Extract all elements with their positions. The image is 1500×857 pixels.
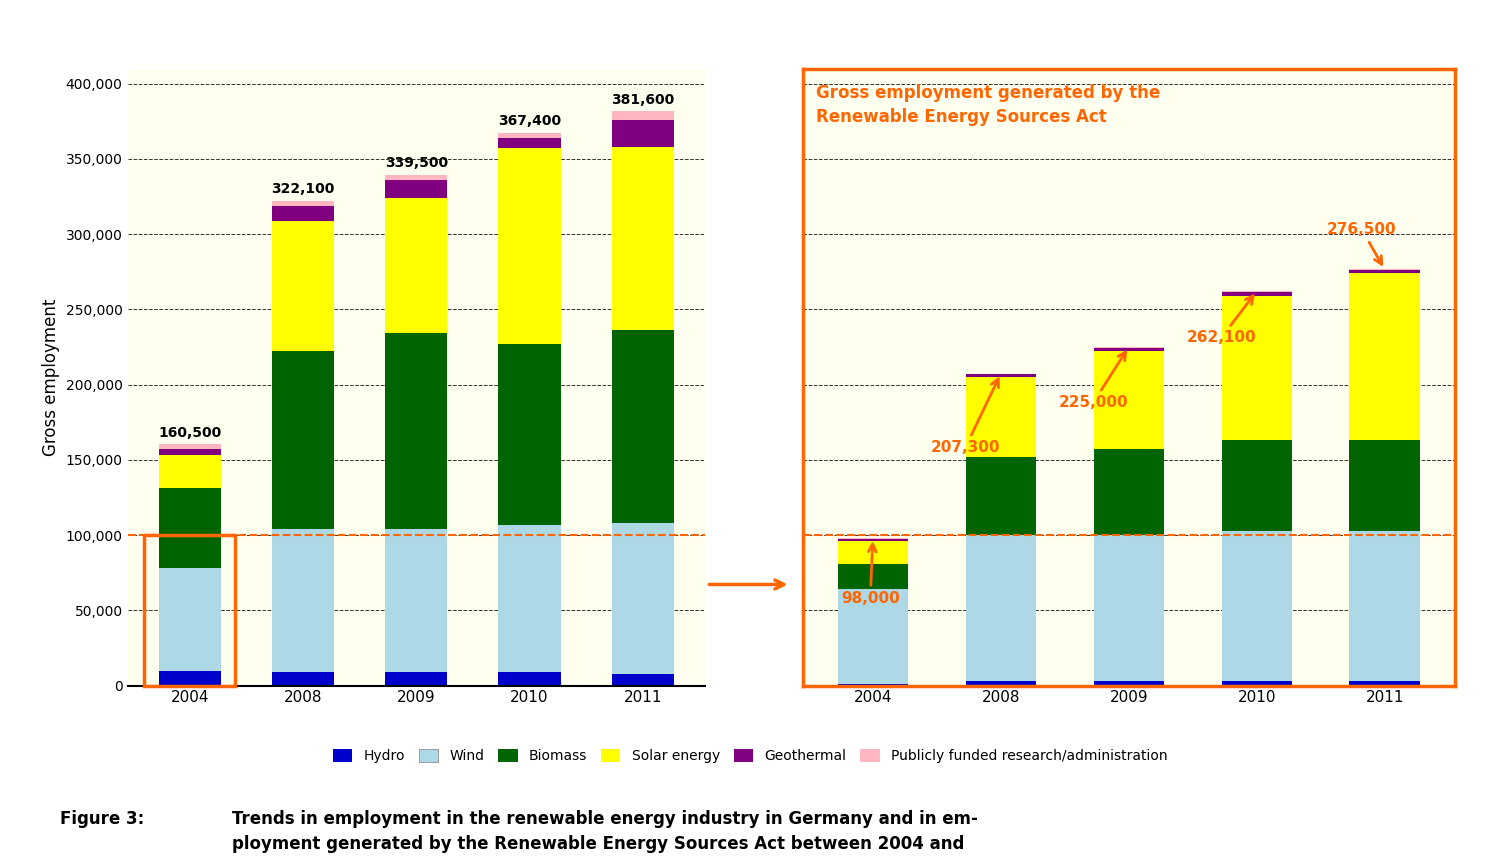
Bar xyxy=(498,138,561,148)
Bar xyxy=(272,672,334,686)
Text: 160,500: 160,500 xyxy=(158,426,222,440)
Bar xyxy=(159,568,220,670)
Bar xyxy=(498,524,561,672)
Bar xyxy=(1350,440,1420,530)
Bar xyxy=(386,180,447,198)
Bar xyxy=(837,564,908,590)
Text: 225,000: 225,000 xyxy=(1059,352,1128,411)
Bar xyxy=(159,670,220,686)
Bar xyxy=(272,201,334,206)
Bar xyxy=(1350,681,1420,686)
Bar xyxy=(386,198,447,333)
Bar xyxy=(272,529,334,672)
Bar xyxy=(1094,681,1164,686)
Bar xyxy=(1221,292,1292,296)
Bar xyxy=(837,684,908,686)
Bar xyxy=(1221,530,1292,681)
Bar xyxy=(498,148,561,344)
Text: 262,100: 262,100 xyxy=(1186,296,1256,345)
Bar xyxy=(612,523,674,674)
Bar xyxy=(498,133,561,138)
Bar xyxy=(966,377,1036,457)
Bar xyxy=(1094,348,1164,351)
Bar xyxy=(612,331,674,523)
Text: 322,100: 322,100 xyxy=(272,183,334,196)
Text: 98,000: 98,000 xyxy=(842,544,900,606)
Bar xyxy=(386,529,447,672)
Bar xyxy=(159,448,220,455)
Bar xyxy=(966,681,1036,686)
Text: Trends in employment in the renewable energy industry in Germany and in em-
ploy: Trends in employment in the renewable en… xyxy=(232,810,978,857)
Bar xyxy=(1350,530,1420,681)
Bar xyxy=(159,444,220,448)
Bar xyxy=(1094,351,1164,449)
Bar xyxy=(272,220,334,351)
Bar xyxy=(272,351,334,529)
Y-axis label: Gross employment: Gross employment xyxy=(42,298,60,456)
Text: 367,400: 367,400 xyxy=(498,114,561,129)
Bar xyxy=(498,344,561,524)
Bar xyxy=(386,333,447,529)
Text: 381,600: 381,600 xyxy=(610,93,675,107)
Bar xyxy=(1350,270,1420,273)
Bar xyxy=(1350,273,1420,440)
Bar xyxy=(612,674,674,686)
Text: 207,300: 207,300 xyxy=(930,379,1000,455)
Bar xyxy=(966,375,1036,377)
Bar xyxy=(144,535,236,686)
Bar xyxy=(612,120,674,147)
Bar xyxy=(159,455,220,488)
Bar xyxy=(159,488,220,568)
Text: Figure 3:: Figure 3: xyxy=(60,810,144,828)
Bar xyxy=(272,206,334,220)
Bar xyxy=(1221,296,1292,440)
Bar xyxy=(837,590,908,684)
Bar xyxy=(386,672,447,686)
Bar xyxy=(966,457,1036,535)
Bar xyxy=(837,539,908,541)
Bar xyxy=(1094,535,1164,681)
Bar xyxy=(1221,681,1292,686)
Text: Gross employment generated by the
Renewable Energy Sources Act: Gross employment generated by the Renewa… xyxy=(816,84,1160,126)
Bar xyxy=(1221,440,1292,530)
Bar xyxy=(837,541,908,564)
Text: 276,500: 276,500 xyxy=(1328,222,1396,264)
Bar xyxy=(612,111,674,120)
Bar xyxy=(386,175,447,180)
Bar xyxy=(498,672,561,686)
Legend: Hydro, Wind, Biomass, Solar energy, Geothermal, Publicly funded research/adminis: Hydro, Wind, Biomass, Solar energy, Geot… xyxy=(327,743,1173,769)
Bar xyxy=(1094,449,1164,535)
Text: 339,500: 339,500 xyxy=(384,156,448,171)
Bar xyxy=(612,147,674,331)
Bar xyxy=(966,535,1036,681)
